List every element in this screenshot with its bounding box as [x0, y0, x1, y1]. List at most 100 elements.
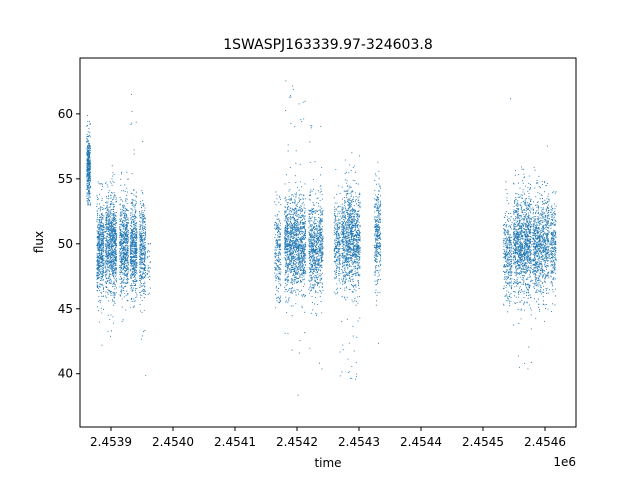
data-point [291, 222, 293, 224]
data-point [294, 201, 296, 203]
data-point [289, 240, 291, 242]
data-point [111, 214, 113, 216]
data-point [127, 255, 129, 257]
data-point [103, 204, 105, 206]
data-point [86, 125, 88, 127]
data-point [104, 249, 107, 251]
data-point [100, 215, 102, 218]
data-point [134, 256, 136, 258]
data-point [313, 285, 315, 287]
data-point [296, 218, 298, 220]
data-point [126, 216, 128, 218]
data-point [139, 212, 141, 214]
data-point [131, 263, 133, 266]
data-point [284, 239, 286, 241]
data-point [127, 272, 129, 274]
data-point [120, 264, 123, 266]
data-point [115, 211, 118, 214]
data-point [107, 211, 110, 213]
data-point [275, 287, 277, 289]
data-point [102, 269, 104, 271]
data-point [106, 255, 108, 258]
data-point [297, 259, 299, 261]
data-point [296, 270, 298, 272]
data-point [288, 259, 290, 261]
data-point [141, 276, 143, 279]
data-point [292, 195, 294, 197]
data-point [275, 247, 277, 249]
data-point [285, 296, 287, 298]
data-point [98, 230, 100, 232]
data-point [108, 255, 110, 257]
data-point [299, 223, 301, 225]
data-point [276, 218, 278, 220]
data-point [293, 275, 295, 277]
data-point [142, 230, 144, 232]
data-point [290, 240, 293, 243]
data-point [102, 248, 104, 250]
data-point [136, 263, 138, 265]
data-point [126, 241, 128, 243]
data-point [135, 267, 137, 269]
data-point [279, 239, 281, 241]
data-point [131, 259, 133, 261]
data-point [122, 279, 124, 281]
data-point [122, 256, 124, 258]
data-point [125, 275, 127, 277]
data-point [280, 222, 282, 224]
data-point [120, 243, 122, 245]
data-point [141, 246, 143, 248]
data-point [284, 207, 286, 209]
data-point [320, 190, 322, 193]
data-point [145, 246, 147, 249]
data-point [300, 265, 302, 267]
data-point [120, 211, 122, 213]
data-point [133, 274, 135, 276]
data-point [88, 169, 91, 171]
data-point [112, 294, 114, 296]
data-point [294, 253, 296, 256]
data-point [277, 256, 279, 258]
data-point [130, 123, 132, 126]
data-point [86, 124, 89, 126]
data-point [139, 248, 141, 251]
data-point [280, 228, 282, 230]
data-point [108, 220, 110, 222]
data-point [131, 201, 134, 203]
data-point [291, 268, 293, 270]
data-point [109, 210, 111, 212]
data-point [96, 246, 98, 248]
data-point [132, 209, 134, 211]
data-point [131, 214, 133, 216]
data-point [100, 242, 102, 244]
data-point [96, 252, 98, 255]
data-point [115, 227, 117, 229]
data-point [113, 224, 115, 226]
data-point [120, 184, 122, 186]
data-point [131, 250, 133, 252]
data-point [134, 275, 136, 277]
data-point [113, 216, 115, 218]
data-point [106, 239, 108, 241]
data-point [120, 265, 122, 267]
data-point [293, 240, 295, 242]
data-point [127, 293, 129, 295]
data-point [298, 233, 300, 235]
data-point [126, 187, 128, 189]
data-point [124, 271, 126, 273]
data-point [110, 213, 112, 215]
data-point [133, 239, 135, 241]
data-point [103, 254, 105, 256]
data-point [105, 216, 107, 218]
data-point [111, 267, 113, 269]
data-point [88, 147, 90, 149]
data-point [303, 260, 305, 262]
data-point [139, 257, 141, 259]
data-point [288, 300, 290, 302]
data-point [289, 253, 292, 255]
data-point [294, 219, 296, 221]
data-point [121, 239, 123, 242]
data-point [101, 256, 103, 258]
data-point [129, 232, 131, 234]
